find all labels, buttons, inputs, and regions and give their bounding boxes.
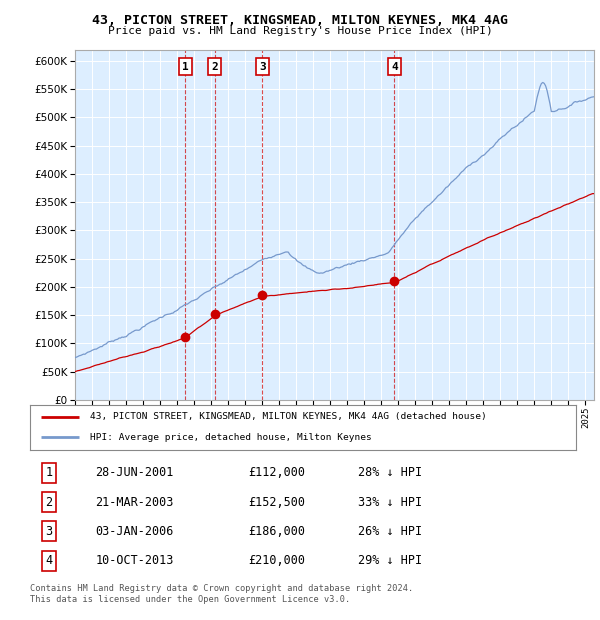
Text: 1: 1 [46,466,53,479]
Text: 43, PICTON STREET, KINGSMEAD, MILTON KEYNES, MK4 4AG: 43, PICTON STREET, KINGSMEAD, MILTON KEY… [92,14,508,27]
Text: £210,000: £210,000 [248,554,305,567]
Text: £186,000: £186,000 [248,525,305,538]
Text: 10-OCT-2013: 10-OCT-2013 [95,554,174,567]
Text: 2: 2 [46,495,53,508]
Text: 29% ↓ HPI: 29% ↓ HPI [358,554,422,567]
Text: 43, PICTON STREET, KINGSMEAD, MILTON KEYNES, MK4 4AG (detached house): 43, PICTON STREET, KINGSMEAD, MILTON KEY… [90,412,487,422]
Text: HPI: Average price, detached house, Milton Keynes: HPI: Average price, detached house, Milt… [90,433,372,442]
Text: Price paid vs. HM Land Registry's House Price Index (HPI): Price paid vs. HM Land Registry's House … [107,26,493,36]
Text: 28% ↓ HPI: 28% ↓ HPI [358,466,422,479]
Text: This data is licensed under the Open Government Licence v3.0.: This data is licensed under the Open Gov… [30,595,350,604]
Text: Contains HM Land Registry data © Crown copyright and database right 2024.: Contains HM Land Registry data © Crown c… [30,584,413,593]
Text: 1: 1 [182,61,189,71]
Text: £152,500: £152,500 [248,495,305,508]
Text: 4: 4 [46,554,53,567]
Text: £112,000: £112,000 [248,466,305,479]
Text: 28-JUN-2001: 28-JUN-2001 [95,466,174,479]
Text: 2: 2 [211,61,218,71]
Text: 21-MAR-2003: 21-MAR-2003 [95,495,174,508]
Text: 26% ↓ HPI: 26% ↓ HPI [358,525,422,538]
Text: 33% ↓ HPI: 33% ↓ HPI [358,495,422,508]
Text: 4: 4 [391,61,398,71]
Text: 03-JAN-2006: 03-JAN-2006 [95,525,174,538]
Text: 3: 3 [259,61,266,71]
Text: 3: 3 [46,525,53,538]
